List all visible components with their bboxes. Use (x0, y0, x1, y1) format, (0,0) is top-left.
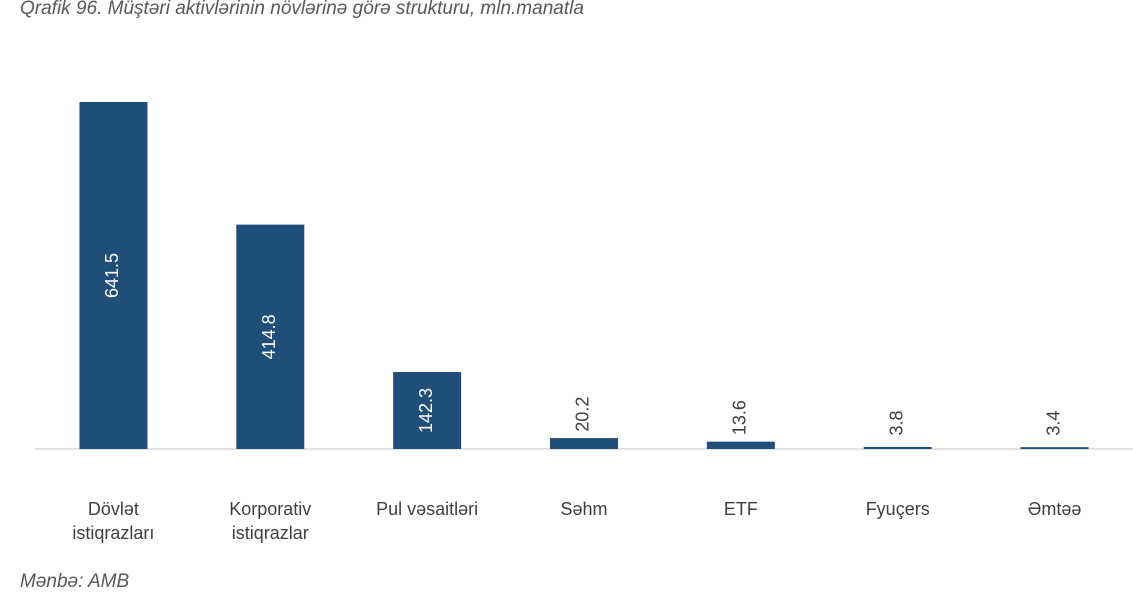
x-tick-label: ETF (723, 499, 758, 519)
x-tick-label: Fyuçers (865, 499, 930, 519)
bar (393, 372, 462, 449)
x-tick-label: Səhm (560, 499, 608, 519)
chart-title: Qrafik 96. Müştəri aktivlərinin növlərin… (20, 0, 584, 19)
value-label: 3.4 (1043, 411, 1063, 436)
value-label: 3.8 (886, 410, 906, 435)
bar (706, 441, 775, 449)
value-label: 641.5 (102, 253, 122, 298)
value-label: 13.6 (730, 400, 750, 435)
value-label: 20.2 (573, 397, 593, 432)
bar (79, 102, 148, 449)
value-label: 142.3 (416, 388, 436, 433)
bar (236, 224, 305, 449)
source: Mənbə: AMB (20, 571, 130, 592)
x-tick-label: Pul vəsaitləri (376, 499, 479, 519)
x-tick-label: Korporativ istiqrazlar (229, 499, 312, 543)
bar (1020, 447, 1089, 449)
bar (550, 438, 618, 449)
x-tick-label: Dövlət istiqrazları (72, 499, 155, 543)
bar (863, 446, 932, 449)
x-tick-label: Əmtəə (1027, 499, 1082, 519)
value-label: 414.8 (259, 314, 279, 359)
